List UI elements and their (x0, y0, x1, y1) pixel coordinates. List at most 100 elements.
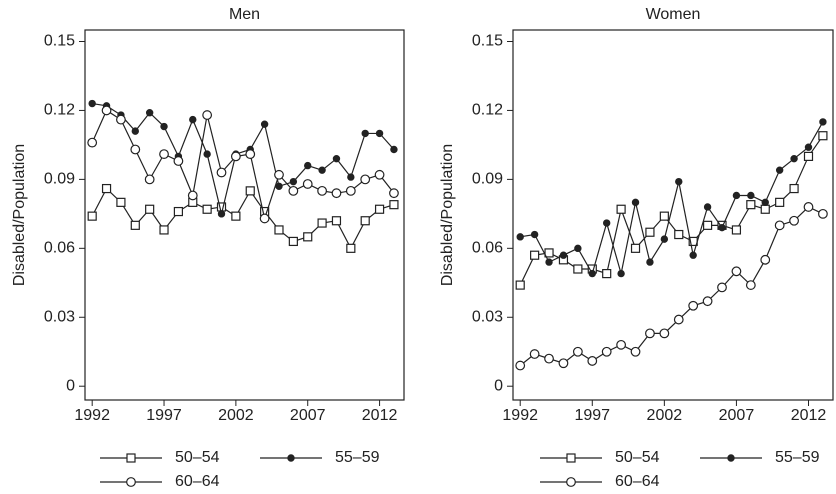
point (390, 145, 398, 154)
legend-marker (566, 453, 576, 463)
point (703, 203, 712, 211)
point (302, 179, 313, 189)
point (230, 151, 241, 162)
point (760, 254, 771, 265)
point (346, 243, 356, 253)
x-tick-label: 2007 (290, 407, 326, 424)
point (602, 269, 612, 279)
point (304, 161, 312, 170)
legend-label: 55–59 (775, 449, 820, 466)
point (245, 186, 255, 196)
point (803, 151, 814, 161)
point (288, 185, 299, 196)
point (130, 220, 140, 230)
point (718, 223, 726, 232)
point (173, 156, 184, 166)
point (544, 353, 554, 364)
point (745, 280, 756, 290)
point (630, 243, 641, 253)
legend-label: 50–54 (615, 449, 660, 466)
y-axis-label: Disabled/Population (439, 144, 456, 286)
point (761, 198, 769, 207)
point (260, 120, 269, 128)
point (674, 229, 684, 240)
point (375, 129, 384, 138)
legend-marker (287, 454, 295, 462)
point (187, 190, 198, 201)
point (731, 225, 742, 235)
x-tick-label: 2007 (719, 407, 755, 424)
point (775, 197, 785, 207)
point (87, 211, 97, 221)
series-line (519, 135, 824, 286)
panel-title: Men (229, 6, 260, 23)
point (659, 211, 669, 221)
x-tick-label: 2002 (647, 407, 683, 424)
point (789, 183, 799, 194)
series-line (91, 187, 395, 250)
point (732, 191, 741, 200)
point (702, 296, 713, 307)
point (516, 233, 524, 241)
point (189, 115, 197, 124)
point (245, 149, 256, 159)
point (601, 346, 612, 357)
point (545, 258, 553, 266)
point (573, 264, 583, 274)
point (675, 177, 683, 186)
point (173, 206, 184, 217)
series-line (520, 121, 824, 276)
point (574, 244, 582, 253)
point (630, 346, 641, 357)
point (616, 204, 626, 214)
point (88, 99, 96, 108)
legend-label: 55–59 (335, 449, 380, 466)
y-tick-label: 0.03 (44, 308, 75, 325)
x-tick-label: 1997 (574, 407, 610, 424)
x-tick-label: 2012 (362, 407, 398, 424)
point (275, 182, 283, 190)
point (588, 269, 596, 278)
point (818, 208, 828, 219)
y-axis-label: Disabled/Population (11, 144, 28, 286)
point (702, 220, 713, 230)
point (202, 110, 213, 120)
point (717, 282, 727, 293)
x-tick-label: 1992 (502, 407, 538, 424)
point (202, 204, 212, 214)
point (116, 197, 126, 207)
point (803, 202, 814, 212)
point (259, 213, 270, 224)
point (673, 314, 684, 325)
y-tick-label: 0.06 (44, 240, 75, 257)
point (231, 211, 241, 221)
point (544, 248, 554, 258)
y-tick-label: 0.09 (44, 171, 75, 188)
point (731, 266, 742, 277)
point (645, 227, 655, 237)
y-tick-label: 0.12 (44, 102, 75, 119)
point (131, 127, 139, 135)
point (530, 250, 540, 260)
point (317, 218, 327, 228)
point (159, 225, 169, 235)
x-tick-label: 2002 (218, 407, 254, 424)
point (515, 360, 526, 371)
legend-marker (727, 454, 735, 462)
point (116, 114, 126, 125)
point (775, 166, 784, 174)
point (374, 204, 385, 214)
point (558, 358, 569, 369)
point (529, 349, 540, 359)
point (587, 356, 598, 366)
point (515, 280, 525, 290)
point (616, 339, 627, 350)
point (572, 346, 583, 357)
point (374, 169, 385, 180)
point (289, 177, 298, 186)
point (101, 183, 112, 194)
x-tick-label: 1992 (74, 407, 110, 424)
y-tick-label: 0.15 (472, 33, 503, 50)
plot-frame (84, 29, 405, 401)
y-tick-label: 0.06 (472, 240, 503, 257)
